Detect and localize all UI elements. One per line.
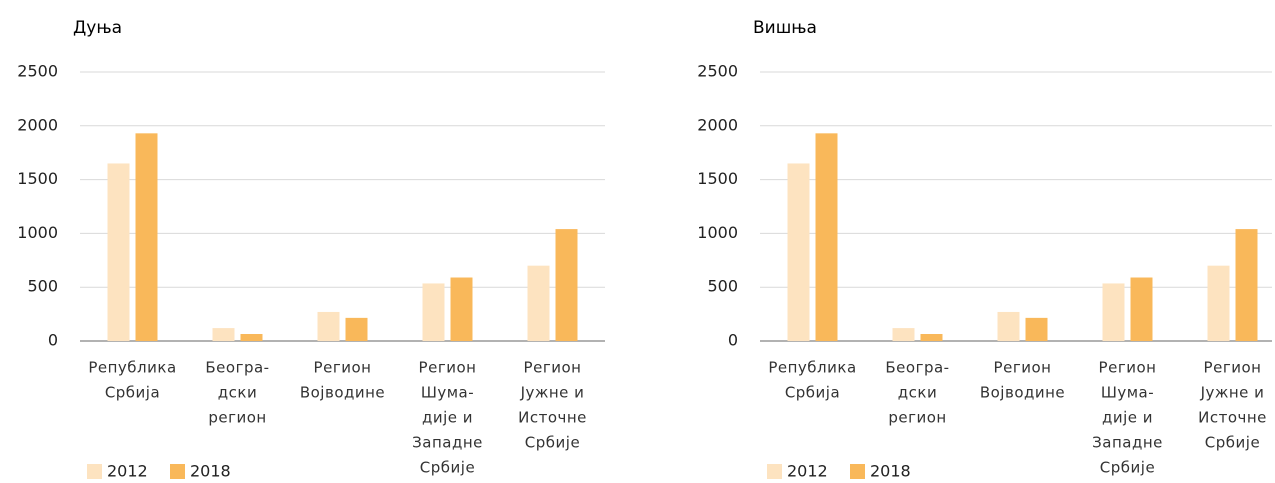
y-tick-label: 0: [48, 331, 58, 350]
bar: [555, 229, 578, 341]
bar: [1235, 229, 1258, 341]
x-tick-label: дије и: [1102, 409, 1153, 427]
x-tick-label: Шума-: [1101, 384, 1154, 402]
bar: [240, 334, 263, 341]
bar: [345, 317, 368, 341]
x-tick-label: Регион: [314, 359, 372, 377]
legend-label: 2018: [190, 462, 231, 481]
x-tick-label: Београ-: [205, 359, 269, 377]
legend-swatch: [87, 464, 102, 479]
bar: [135, 133, 158, 341]
x-tick-label: Источне: [1198, 409, 1267, 427]
bar: [1130, 277, 1153, 341]
legend-swatch: [767, 464, 782, 479]
x-tick-label: регион: [208, 409, 266, 427]
y-tick-label: 1500: [17, 169, 58, 188]
x-tick-label: Јужне и: [1200, 384, 1265, 402]
x-tick-label: Република: [768, 359, 856, 377]
x-tick-label: Западне: [1092, 434, 1163, 452]
bar: [997, 311, 1020, 341]
x-tick-label: Јужне и: [520, 384, 585, 402]
legend-label: 2018: [870, 462, 911, 481]
x-tick-label: Регион: [524, 359, 582, 377]
x-tick-label: Шума-: [421, 384, 474, 402]
bar: [422, 283, 445, 341]
legend-swatch: [170, 464, 185, 479]
x-tick-label: Војводине: [300, 384, 385, 402]
legend-label: 2012: [107, 462, 148, 481]
x-tick-label: дски: [218, 384, 257, 402]
x-tick-label: Источне: [518, 409, 587, 427]
x-tick-label: Регион: [1099, 359, 1157, 377]
bar: [920, 334, 943, 341]
chart-title: Дуња: [73, 18, 122, 38]
y-tick-label: 2000: [17, 115, 58, 134]
legend-swatch: [850, 464, 865, 479]
x-tick-label: Србије: [420, 459, 475, 477]
y-tick-label: 2000: [697, 115, 738, 134]
bar: [892, 328, 915, 341]
x-tick-label: Регион: [1204, 359, 1262, 377]
y-tick-label: 1500: [697, 169, 738, 188]
x-tick-label: Република: [88, 359, 176, 377]
bar: [107, 163, 130, 341]
bar: [787, 163, 810, 341]
y-tick-label: 1000: [697, 223, 738, 242]
x-tick-label: Србије: [525, 434, 580, 452]
chart-title: Вишња: [753, 18, 817, 38]
bar: [815, 133, 838, 341]
y-tick-label: 500: [27, 277, 58, 296]
y-tick-label: 500: [707, 277, 738, 296]
x-tick-label: Београ-: [885, 359, 949, 377]
x-tick-label: Србије: [1100, 459, 1155, 477]
y-tick-label: 2500: [17, 62, 58, 81]
bar: [450, 277, 473, 341]
bar: [527, 265, 550, 341]
x-tick-label: дије и: [422, 409, 473, 427]
x-tick-label: Регион: [994, 359, 1052, 377]
x-tick-label: дски: [898, 384, 937, 402]
x-tick-label: Регион: [419, 359, 477, 377]
bar: [1207, 265, 1230, 341]
bar: [1025, 317, 1048, 341]
x-tick-label: Србије: [1205, 434, 1260, 452]
y-tick-label: 0: [728, 331, 738, 350]
x-tick-label: регион: [888, 409, 946, 427]
bar: [1102, 283, 1125, 341]
x-tick-label: Србија: [105, 384, 160, 402]
y-tick-label: 2500: [697, 62, 738, 81]
x-tick-label: Западне: [412, 434, 483, 452]
x-tick-label: Србија: [785, 384, 840, 402]
bar: [212, 328, 235, 341]
y-tick-label: 1000: [17, 223, 58, 242]
bar: [317, 311, 340, 341]
legend-label: 2012: [787, 462, 828, 481]
x-tick-label: Војводине: [980, 384, 1065, 402]
